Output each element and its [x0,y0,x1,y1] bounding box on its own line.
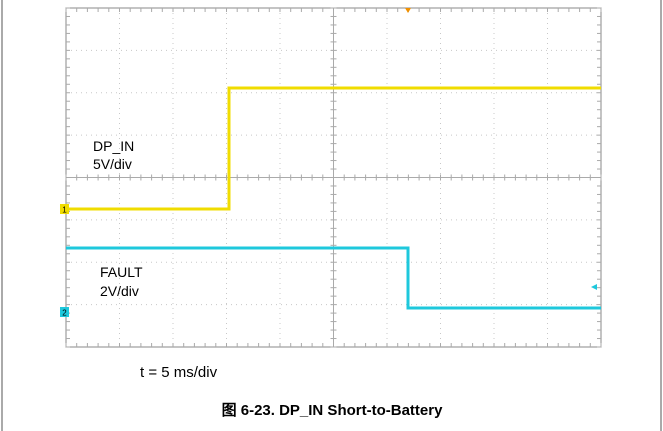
trigger-marker [405,8,411,13]
channel-marker [60,204,69,214]
channel-scale: 2V/div [100,283,139,299]
scope-screen [65,7,602,348]
cursor-arrow [591,284,597,290]
channel-marker [60,307,69,317]
channel-number: 2 [62,309,67,318]
trace-fault [66,246,601,310]
channel-label: FAULT [100,264,143,280]
caption: 图 6-23. DP_IN Short-to-Battery [222,402,444,419]
channel-scale: 5V/div [93,156,132,172]
trace-dp-in [66,86,601,211]
channel-number: 1 [62,206,67,215]
channel-label: DP_IN [93,138,134,154]
time-scale: t = 5 ms/div [140,364,218,381]
